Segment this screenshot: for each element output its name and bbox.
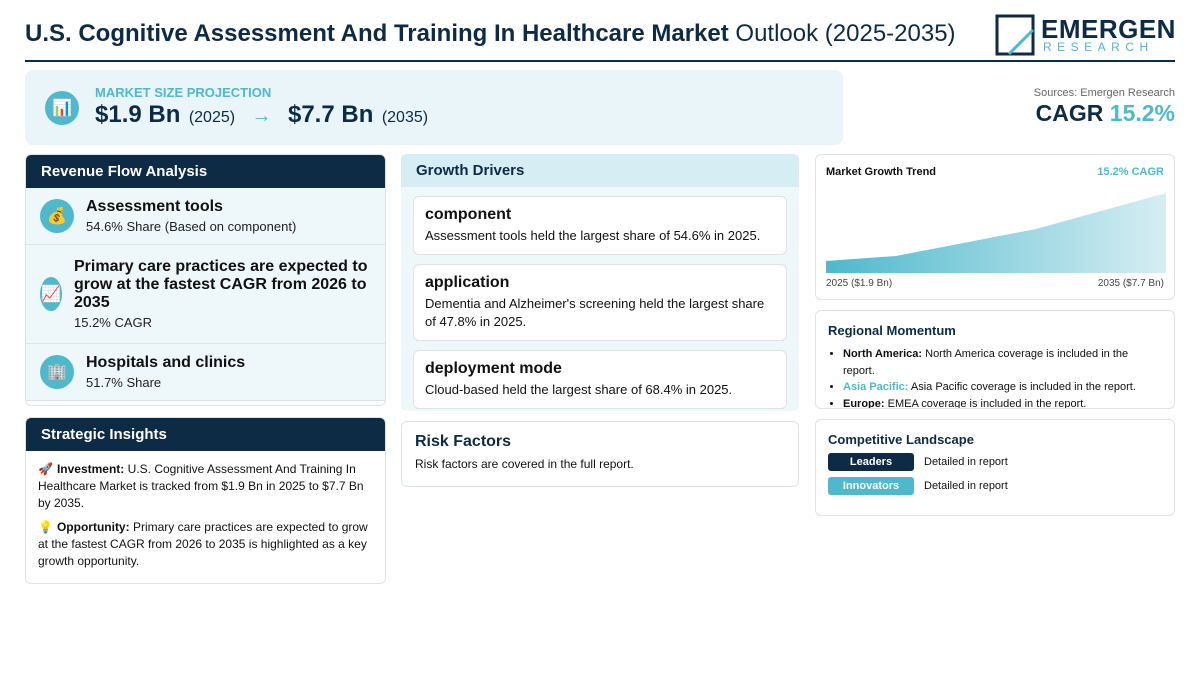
title-bold: U.S. Cognitive Assessment And Training I… <box>25 20 729 47</box>
badge: Leaders <box>828 453 914 471</box>
driver-text: Cloud-based held the largest share of 68… <box>425 382 733 397</box>
page-title: U.S. Cognitive Assessment And Training I… <box>25 20 956 48</box>
region-text: EMEA coverage is included in the report. <box>887 397 1087 409</box>
competitive-list: Leaders Detailed in report Innovators Detai… <box>828 453 1162 495</box>
insight-text: Primary care practices are expected to g… <box>38 520 368 568</box>
competitor-text: Detailed in report <box>924 456 1008 468</box>
revenue-item: 💰 Assessment tools 54.6% Share (Based on c… <box>26 188 385 245</box>
item-title: Hospitals and clinics <box>86 354 246 371</box>
region-name: North America: <box>843 348 923 360</box>
strategic-insights: Strategic Insights 🚀 Investment: U.S. Cog… <box>25 417 386 584</box>
projection-values: $1.9 Bn (2025) → $7.7 Bn (2035) <box>95 101 428 129</box>
logo: EMERGEN RESEARCH <box>995 14 1175 56</box>
risk-title: Risk Factors <box>415 433 512 450</box>
item-sub: 54.6% Share (Based on component) <box>86 219 297 234</box>
panel-title: Revenue Flow Analysis <box>26 155 385 188</box>
insight-icon: 🚀 <box>38 462 53 476</box>
trend-cagr: 15.2% CAGR <box>1097 166 1164 178</box>
driver-text: Assessment tools held the largest share … <box>425 228 761 243</box>
projection-box: 📊 MARKET SIZE PROJECTION $1.9 Bn (2025) … <box>25 70 843 145</box>
region-item: North America: North America coverage is… <box>843 346 1162 379</box>
driver-text: Dementia and Alzheimer's screening held … <box>425 296 765 329</box>
competitor-text: Detailed in report <box>924 480 1008 492</box>
item-text: Primary care practices are expected to g… <box>74 258 371 330</box>
item-icon: 🏢 <box>40 355 74 389</box>
insight: 🚀 Investment: U.S. Cognitive Assessment A… <box>38 461 373 512</box>
driver-list: component Assessment tools held the large… <box>401 196 799 409</box>
region-text: North America coverage is included in th… <box>843 348 1129 377</box>
item-text: Assessment tools 54.6% Share (Based on co… <box>86 198 296 234</box>
competitor-row: Innovators Detailed in report <box>828 477 1162 495</box>
sources: Sources: Emergen Research <box>1033 87 1175 99</box>
competitive-title: Competitive Landscape <box>828 432 974 447</box>
start-year: (2025) <box>188 109 236 126</box>
end-year: (2035) <box>381 109 429 126</box>
region-item: Asia Pacific: Asia Pacific coverage is i… <box>843 379 1162 396</box>
risk-factors: Risk Factors Risk factors are covered in… <box>401 421 799 487</box>
panel-title: Growth Drivers <box>401 154 799 187</box>
revenue-list: 💰 Assessment tools 54.6% Share (Based on c… <box>26 188 385 401</box>
projection-icon: 📊 <box>45 91 79 125</box>
end-value: $7.7 Bn <box>287 101 374 128</box>
item-sub: 15.2% CAGR <box>74 315 153 330</box>
trend-panel: Market Growth Trend 15.2% CAGR 2025 ($1.… <box>815 154 1175 300</box>
risk-text: Risk factors are covered in the full rep… <box>415 457 634 471</box>
trend-end: 2035 ($7.7 Bn) <box>1097 278 1164 289</box>
trend-title: Market Growth Trend <box>826 166 937 178</box>
region-name: Europe: <box>843 397 885 409</box>
driver-title: deployment mode <box>425 360 562 377</box>
cagr: CAGR 15.2% <box>1036 100 1175 127</box>
driver: deployment mode Cloud-based held the larg… <box>413 350 787 409</box>
region-item: Europe: EMEA coverage is included in the… <box>843 396 1162 409</box>
logo-mark <box>995 14 1035 56</box>
insight-list: 🚀 Investment: U.S. Cognitive Assessment A… <box>26 451 385 583</box>
logo-main: EMERGEN <box>1041 14 1176 44</box>
revenue-item: 📈 Primary care practices are expected to … <box>26 245 385 344</box>
start-value: $1.9 Bn <box>95 101 181 128</box>
insight: 💡 Opportunity: Primary care practices are… <box>38 519 373 570</box>
trend-start: 2025 ($1.9 Bn) <box>826 278 893 289</box>
cagr-value: 15.2% <box>1109 100 1175 126</box>
regional-panel: Regional Momentum North America: North A… <box>815 310 1175 409</box>
item-icon: 📈 <box>40 277 62 311</box>
insight-label: Investment: <box>56 462 125 476</box>
panel-title: Strategic Insights <box>26 418 385 451</box>
insight-label: Opportunity: <box>56 520 130 534</box>
insight-icon: 💡 <box>38 520 53 534</box>
trend-area <box>826 193 1166 273</box>
competitive-panel: Competitive Landscape Leaders Detailed in… <box>815 419 1175 516</box>
region-name: Asia Pacific: <box>843 381 909 393</box>
arrow: → <box>251 105 272 127</box>
region-text: Asia Pacific coverage is included in the… <box>910 381 1136 393</box>
badge: Innovators <box>828 477 914 495</box>
projection-label: MARKET SIZE PROJECTION <box>95 85 272 100</box>
item-sub: 51.7% Share <box>86 375 162 390</box>
driver-title: application <box>425 274 510 291</box>
driver-title: component <box>425 206 512 223</box>
revenue-flow: Revenue Flow Analysis 💰 Assessment tools 5… <box>25 154 386 406</box>
regional-list: North America: North America coverage is… <box>828 346 1162 409</box>
regional-title: Regional Momentum <box>828 323 956 338</box>
insight-text: U.S. Cognitive Assessment And Training I… <box>38 462 364 510</box>
item-icon: 💰 <box>40 199 74 233</box>
title-rest: Outlook (2025-2035) <box>735 20 956 47</box>
item-title: Primary care practices are expected to g… <box>74 258 368 311</box>
cagr-label: CAGR <box>1035 100 1104 126</box>
item-title: Assessment tools <box>86 198 223 215</box>
header-rule <box>25 60 1175 62</box>
logo-sub: RESEARCH <box>1043 40 1154 54</box>
driver: application Dementia and Alzheimer's scre… <box>413 264 787 341</box>
item-text: Hospitals and clinics 51.7% Share <box>86 354 245 390</box>
competitor-row: Leaders Detailed in report <box>828 453 1162 471</box>
driver: component Assessment tools held the large… <box>413 196 787 255</box>
growth-drivers: Growth Drivers component Assessment tools… <box>401 154 799 411</box>
revenue-item: 🏢 Hospitals and clinics 51.7% Share <box>26 344 385 401</box>
